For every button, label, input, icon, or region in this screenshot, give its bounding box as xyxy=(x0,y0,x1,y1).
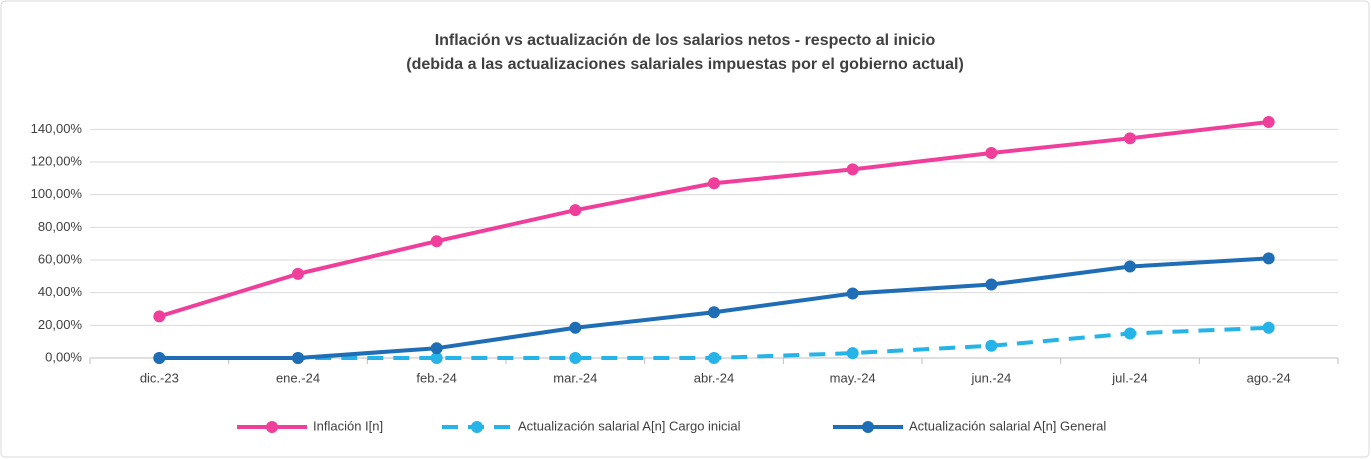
data-point xyxy=(846,347,859,360)
data-point xyxy=(846,163,859,176)
x-tick-label: dic.-23 xyxy=(140,370,179,385)
y-tick-label: 0,00% xyxy=(45,349,82,364)
legend-marker xyxy=(266,421,278,433)
data-point xyxy=(292,267,304,280)
x-tick-label: mar.-24 xyxy=(553,370,597,385)
y-tick-label: 140,00% xyxy=(31,121,83,136)
y-tick-label: 40,00% xyxy=(38,284,83,299)
chart-title: Inflación vs actualización de los salari… xyxy=(435,32,936,49)
data-point xyxy=(153,352,166,364)
data-point xyxy=(153,310,166,323)
y-tick-label: 60,00% xyxy=(38,251,83,266)
y-tick-label: 100,00% xyxy=(31,186,83,201)
legend-label: Inflación I[n] xyxy=(313,418,383,433)
data-point xyxy=(569,204,582,217)
data-point xyxy=(1124,260,1136,273)
legend-marker xyxy=(471,421,483,433)
data-point xyxy=(708,352,720,364)
data-point xyxy=(1262,321,1275,334)
data-point xyxy=(1262,115,1275,128)
data-point xyxy=(1124,327,1136,340)
legend-label: Actualización salarial A[n] Cargo inicia… xyxy=(518,418,741,433)
x-tick-label: ago.-24 xyxy=(1247,370,1291,385)
data-point xyxy=(1124,132,1136,145)
y-tick-label: 80,00% xyxy=(38,219,83,234)
data-point xyxy=(708,306,720,319)
x-tick-label: jun.-24 xyxy=(970,370,1011,385)
data-point xyxy=(985,278,998,291)
x-tick-label: ene.-24 xyxy=(276,370,320,385)
y-tick-label: 20,00% xyxy=(38,317,83,332)
data-point xyxy=(1262,252,1275,265)
data-point xyxy=(430,352,443,364)
data-point xyxy=(430,235,443,248)
legend-marker xyxy=(862,421,874,433)
data-point xyxy=(430,342,443,355)
data-point xyxy=(985,339,998,352)
data-point xyxy=(708,177,720,190)
chart-subtitle: (debida a las actualizaciones salariales… xyxy=(406,56,964,73)
data-point xyxy=(569,352,582,364)
x-tick-label: feb.-24 xyxy=(416,370,456,385)
y-tick-label: 120,00% xyxy=(31,153,83,168)
x-tick-label: abr.-24 xyxy=(694,370,734,385)
x-tick-label: may.-24 xyxy=(830,370,876,385)
data-point xyxy=(985,147,998,160)
data-point xyxy=(846,287,859,300)
legend-label: Actualización salarial A[n] General xyxy=(909,418,1106,433)
x-tick-label: jul.-24 xyxy=(1111,370,1147,385)
data-point xyxy=(569,321,582,334)
data-point xyxy=(292,352,304,364)
